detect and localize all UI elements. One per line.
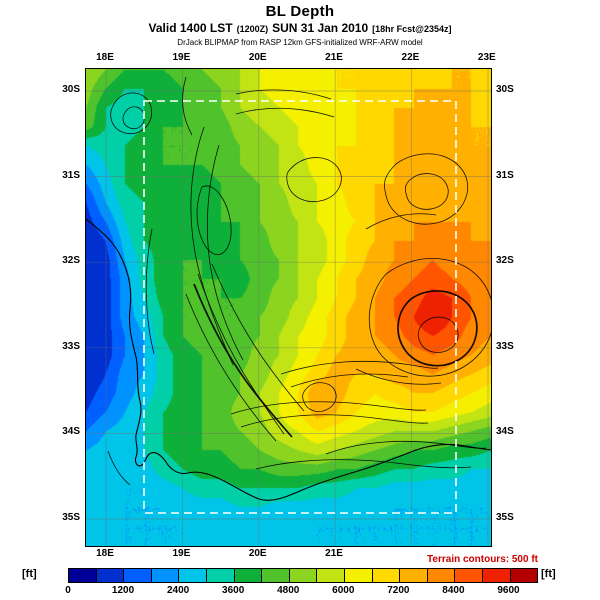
colorbar-segment [510,569,538,582]
colorbar-tick: 4800 [277,585,300,596]
x-tick-top: 19E [172,52,191,63]
colorbar-segment [151,569,180,582]
y-tick-right: 35S [496,511,514,523]
map-frame [85,68,492,547]
colorbar-tick: 9600 [497,585,520,596]
x-tick-top: 21E [325,52,343,63]
y-tick-left: 30S [62,84,80,95]
valid-time-line: Valid 1400 LST (1200Z) SUN 31 Jan 2010 [18h… [0,21,600,35]
valid-zulu: (1200Z) [236,24,269,34]
colorbar-segment [455,569,483,582]
colorbar-tick: 0 [65,585,71,596]
x-tick-bottom: 18E [96,548,114,559]
colorbar-segment [344,569,373,582]
colorbar-segment [206,569,235,582]
x-tick-bottom: 20E [248,548,267,559]
y-tick-right: 31S [496,169,514,181]
y-tick-left: 34S [62,426,80,438]
y-tick-left: 32S [62,255,80,267]
colorbar-tick: 2400 [166,585,190,596]
x-tick-bottom: 21E [325,548,343,559]
colorbar-segment [69,569,97,582]
y-tick-left: 35S [62,511,80,523]
colorbar-segment [317,569,345,582]
colorbar-tick: 6000 [332,585,355,596]
colorbar-segment [482,569,511,582]
colorbar-segment [96,569,125,582]
terrain-contours-note: Terrain contours: 500 ft [427,554,538,565]
chart-title: BL Depth [265,3,335,20]
y-tick-right: 33S [496,340,514,352]
x-tick-top: 20E [248,52,267,63]
valid-prefix: Valid 1400 LST [148,21,233,35]
terrain-contour-lines [107,76,491,486]
terrain-contour-index-lines [193,283,478,438]
colorbar [68,568,538,583]
colorbar-tick: 7200 [387,585,410,596]
colorbar-segment [262,569,290,582]
x-tick-top: 22E [401,52,420,63]
x-tick-top: 18E [96,52,114,63]
valid-date: SUN 31 Jan 2010 [272,21,369,35]
x-tick-bottom: 19E [172,548,191,559]
y-tick-right: 30S [496,84,514,95]
colorbar-segment [289,569,318,582]
y-tick-left: 31S [62,169,80,181]
colorbar-units-left: [ft] [22,568,37,580]
colorbar-segment [234,569,263,582]
colorbar-segment [427,569,456,582]
coastline [86,218,491,501]
colorbar-tick: 1200 [111,585,135,596]
y-tick-right: 32S [496,255,514,267]
y-tick-left: 33S [62,340,80,352]
colorbar-segment [372,569,401,582]
inner-domain-outline [143,100,457,514]
x-tick-top: 23E [477,52,496,63]
colorbar-tick: 3600 [222,585,245,596]
colorbar-segment [400,569,428,582]
colorbar-segment [124,569,152,582]
colorbar-segment [179,569,207,582]
colorbar-tick: 8400 [442,585,465,596]
valid-fcst: [18hr Fcst@2354z] [372,24,452,34]
map-overlay [86,69,491,546]
y-tick-right: 34S [496,426,514,438]
model-caption: DrJack BLIPMAP from RASP 12km GFS-initia… [177,38,423,47]
colorbar-units-right: [ft] [541,568,556,580]
